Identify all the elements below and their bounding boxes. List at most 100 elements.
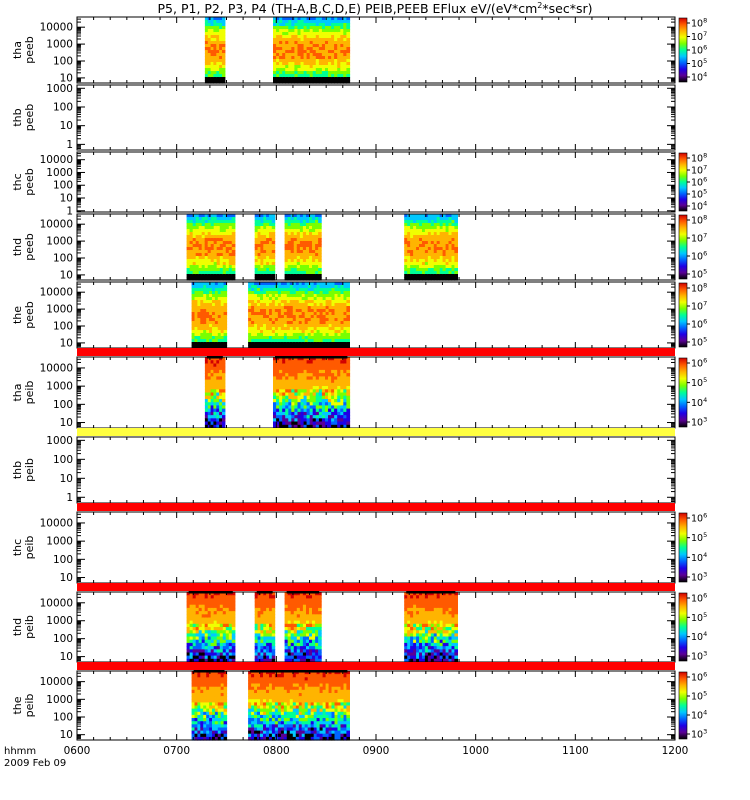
panel-thd-peeb: 10 100 1000 10000 thd peeb 108 107 106 105 (11, 213, 707, 281)
colorbar-tick-label: 104 (691, 396, 707, 409)
y-tick-label: 10 (60, 269, 73, 281)
y-axis-label: the (11, 306, 24, 324)
x-tick-label: 1000 (462, 745, 489, 757)
y-tick-label: 10000 (40, 287, 73, 299)
panel-frame (76, 213, 676, 281)
y-axis-sublabel: peib (23, 615, 36, 639)
panel-frame (76, 511, 676, 584)
colorbar-tick-label: 104 (691, 551, 707, 564)
y-tick-label: 1000 (46, 381, 73, 393)
y-axis-sublabel: peeb (23, 233, 36, 261)
data-block (191, 282, 228, 349)
y-tick-label: 1000 (46, 694, 73, 706)
y-axis-sublabel: peeb (23, 301, 36, 329)
data-block (404, 591, 458, 663)
colorbar-gradient (678, 17, 688, 83)
y-tick-label: 10 (60, 337, 73, 349)
y-axis-sublabel: peib (23, 458, 36, 482)
data-block (186, 591, 236, 663)
data-block (404, 214, 458, 281)
colorbar-tick-label: 105 (691, 611, 707, 624)
colorbar-tick-label: 105 (691, 268, 707, 281)
y-axis-label: thd (11, 618, 24, 636)
y-tick-label: 100 (53, 454, 73, 466)
panel-the-peib: 10 100 1000 10000 the peib 106 105 104 103 (11, 662, 707, 741)
y-axis-label: tha (11, 383, 24, 401)
y-tick-label: 10 (60, 572, 73, 584)
colorbar-tick-label: 106 (691, 592, 707, 605)
y-axis-sublabel: peib (23, 536, 36, 560)
y-tick-label: 100 (53, 56, 73, 68)
colorbar: 108 107 106 105 (678, 214, 707, 281)
panel-the-peeb: 10 100 1000 10000 the peeb 108 107 106 105 (11, 281, 707, 349)
date-label: 2009 Feb 09 (4, 758, 67, 769)
data-block (248, 670, 350, 741)
colorbar-tick-label: 106 (691, 671, 707, 684)
data-block (254, 214, 276, 281)
colorbar-tick-label: 107 (691, 30, 707, 43)
y-tick-label: 1000 (46, 236, 73, 248)
y-tick-label: 1000 (46, 83, 73, 95)
y-tick-label: 10 (60, 417, 73, 429)
y-tick-label: 1 (66, 139, 73, 151)
colorbar-tick-label: 103 (691, 571, 707, 584)
colorbar-tick-label: 108 (691, 282, 707, 295)
colorbar-gradient (678, 214, 688, 280)
colorbar-tick-label: 105 (691, 188, 707, 201)
colorbar: 106 105 104 103 (678, 671, 707, 741)
panel-thb-peeb: 1 10 100 1000 thb peeb (11, 83, 676, 151)
panel-thc-peib: 10 100 1000 10000 thc peib 106 105 104 103 (11, 503, 707, 584)
y-axis-label: thc (11, 539, 24, 556)
y-axis-sublabel: peib (23, 694, 36, 718)
panel-thd-peib: 10 100 1000 10000 thd peib 106 105 104 103 (11, 583, 707, 663)
colorbar-tick-label: 103 (691, 728, 707, 741)
time-axis-label: hhmm (4, 746, 37, 757)
y-tick-label: 10000 (40, 154, 73, 166)
y-tick-label: 10000 (40, 219, 73, 231)
y-axis-sublabel: peeb (23, 104, 36, 132)
y-tick-label: 100 (53, 321, 73, 333)
quality-bar (77, 583, 675, 591)
colorbar-gradient (678, 512, 688, 583)
colorbar-tick-label: 108 (691, 214, 707, 227)
colorbar-gradient (678, 671, 688, 740)
colorbar-gradient (678, 357, 688, 428)
panel-frame (76, 356, 676, 429)
colorbar-tick-label: 106 (691, 44, 707, 57)
y-axis-label: thc (11, 173, 24, 190)
colorbar-tick-label: 108 (691, 17, 707, 30)
y-tick-label: 100 (53, 554, 73, 566)
colorbar-gradient (678, 152, 688, 212)
quality-bar (77, 662, 675, 670)
panel-tha-peib: 10 100 1000 10000 tha peib 106 105 104 103 (11, 348, 707, 429)
colorbar-tick-label: 104 (691, 709, 707, 722)
panel-frame (76, 84, 676, 151)
y-tick-label: 100 (53, 712, 73, 724)
x-tick-label: 0700 (163, 745, 190, 757)
data-block (248, 282, 350, 349)
panel-frame (76, 591, 676, 663)
colorbar-tick-label: 106 (691, 318, 707, 331)
y-tick-label: 1000 (46, 39, 73, 51)
x-tick-label: 1100 (562, 745, 589, 757)
data-block (273, 17, 351, 84)
y-tick-label: 1 (66, 492, 73, 504)
data-block (284, 591, 322, 663)
colorbar-tick-label: 104 (691, 71, 707, 84)
colorbar-tick-label: 105 (691, 376, 707, 389)
colorbar-tick-label: 104 (691, 630, 707, 643)
colorbar-tick-label: 103 (691, 416, 707, 429)
y-tick-label: 10000 (40, 517, 73, 529)
data-block (191, 670, 228, 741)
y-tick-label: 1000 (46, 304, 73, 316)
colorbar-tick-label: 106 (691, 250, 707, 263)
y-tick-label: 10 (60, 192, 73, 204)
y-tick-label: 10000 (40, 676, 73, 688)
data-block (254, 591, 276, 663)
y-tick-label: 100 (53, 101, 73, 113)
y-tick-label: 100 (53, 253, 73, 265)
x-tick-label: 1200 (662, 745, 689, 757)
y-tick-label: 100 (53, 633, 73, 645)
data-block (284, 214, 322, 281)
